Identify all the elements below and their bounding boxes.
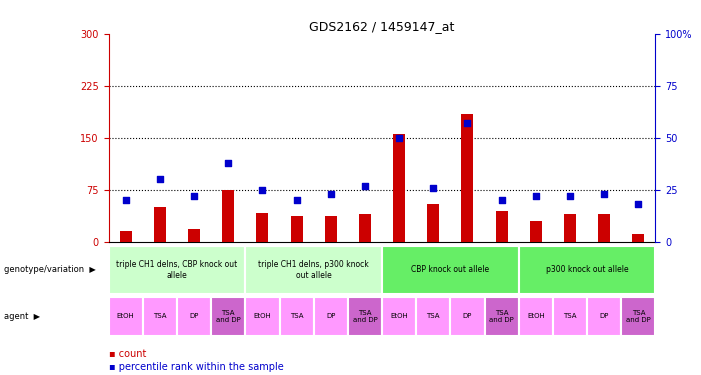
Text: EtOH: EtOH [117,314,135,320]
Title: GDS2162 / 1459147_at: GDS2162 / 1459147_at [309,20,455,33]
Bar [428,204,440,242]
Bar [530,221,542,242]
Text: EtOH: EtOH [527,314,545,320]
Bar [257,213,268,242]
Bar [564,214,576,242]
Point [291,197,302,203]
Point [257,187,268,193]
Bar [325,216,336,242]
Text: TSA
and DP: TSA and DP [216,310,240,323]
Bar [519,246,655,294]
Bar [359,214,371,242]
Point [393,135,404,141]
Bar [553,297,587,336]
Text: TSA: TSA [426,314,440,320]
Bar [120,231,132,242]
Bar [451,297,484,336]
Text: DP: DP [463,314,472,320]
Bar [314,297,348,336]
Text: TSA: TSA [563,314,577,320]
Bar [484,297,519,336]
Point [462,120,473,126]
Bar [154,207,166,242]
Bar [245,246,382,294]
Bar [496,211,508,242]
Bar [222,190,234,242]
Text: p300 knock out allele: p300 knock out allele [546,266,628,274]
Text: ▪ count: ▪ count [109,350,146,359]
Text: EtOH: EtOH [254,314,271,320]
Bar [382,297,416,336]
Point [223,160,234,166]
Bar [587,297,621,336]
Bar [143,297,177,336]
Text: DP: DP [599,314,609,320]
Bar [177,297,211,336]
Bar [245,297,280,336]
Text: TSA: TSA [153,314,167,320]
Text: ▪ percentile rank within the sample: ▪ percentile rank within the sample [109,362,283,372]
Text: TSA
and DP: TSA and DP [489,310,514,323]
Point [120,197,131,203]
Point [496,197,508,203]
Bar [211,297,245,336]
Bar [280,297,314,336]
Text: TSA: TSA [290,314,304,320]
Bar [291,216,303,242]
Bar [393,134,405,242]
Text: genotype/variation  ▶: genotype/variation ▶ [4,266,95,274]
Bar [382,246,519,294]
Point [530,193,541,199]
Text: DP: DP [326,314,336,320]
Bar [598,214,610,242]
Point [564,193,576,199]
Bar [461,114,473,242]
Bar [519,297,553,336]
Text: CBP knock out allele: CBP knock out allele [411,266,489,274]
Bar [348,297,382,336]
Bar [632,234,644,242]
Point [154,177,165,183]
Bar [416,297,451,336]
Text: DP: DP [189,314,199,320]
Point [428,185,439,191]
Point [599,191,610,197]
Point [189,193,200,199]
Point [325,191,336,197]
Text: TSA
and DP: TSA and DP [626,310,651,323]
Text: EtOH: EtOH [390,314,408,320]
Text: agent  ▶: agent ▶ [4,312,40,321]
Bar [188,230,200,242]
Text: triple CH1 delns, CBP knock out
allele: triple CH1 delns, CBP knock out allele [116,260,238,280]
Bar [621,297,655,336]
Bar [109,297,143,336]
Bar [109,246,245,294]
Point [360,183,371,189]
Point [633,201,644,207]
Text: TSA
and DP: TSA and DP [353,310,377,323]
Text: triple CH1 delns, p300 knock
out allele: triple CH1 delns, p300 knock out allele [259,260,369,280]
